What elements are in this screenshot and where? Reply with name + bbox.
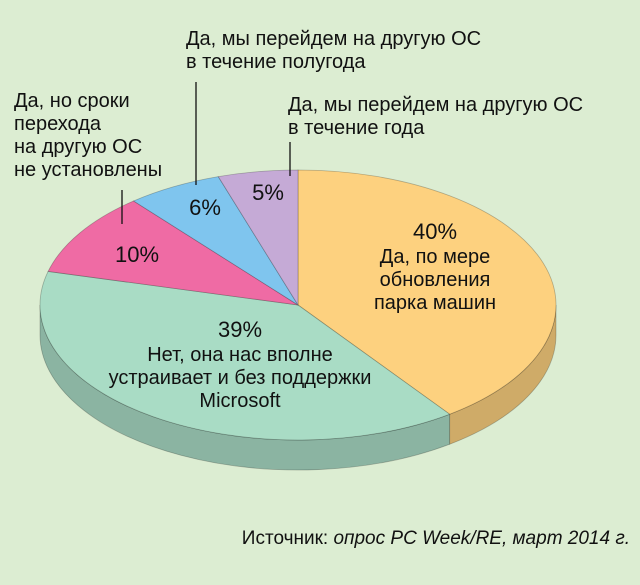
source-text: опрос PC Week/RE, март 2014 г. [333,528,630,549]
slice [297,169,557,415]
category-label: Да, но сроки перехода на другую ОС не ус… [14,90,163,181]
category-label: Нет, она нас вполне устраивает и без под… [108,344,372,412]
pie-tops [39,169,557,441]
category-label: Да, мы перейдем на другую ОС в течение п… [186,28,482,73]
source: Источник: опрос PC Week/RE, март 2014 г. [242,528,630,550]
value-label: 6% [189,195,221,220]
value-label: 39% [217,317,263,342]
slice [47,200,299,306]
leader-lines [121,82,291,224]
slice [217,169,299,307]
category-label: Да, по мере обновления парка машин [373,246,497,314]
value-label: 5% [252,180,284,205]
source-label: Источник: [241,528,329,549]
slice [39,270,451,441]
category-label: Да, мы перейдем на другую ОС в течение г… [288,94,584,139]
slice [132,176,299,306]
value-label: 10% [114,242,160,267]
value-label: 40% [412,219,458,244]
